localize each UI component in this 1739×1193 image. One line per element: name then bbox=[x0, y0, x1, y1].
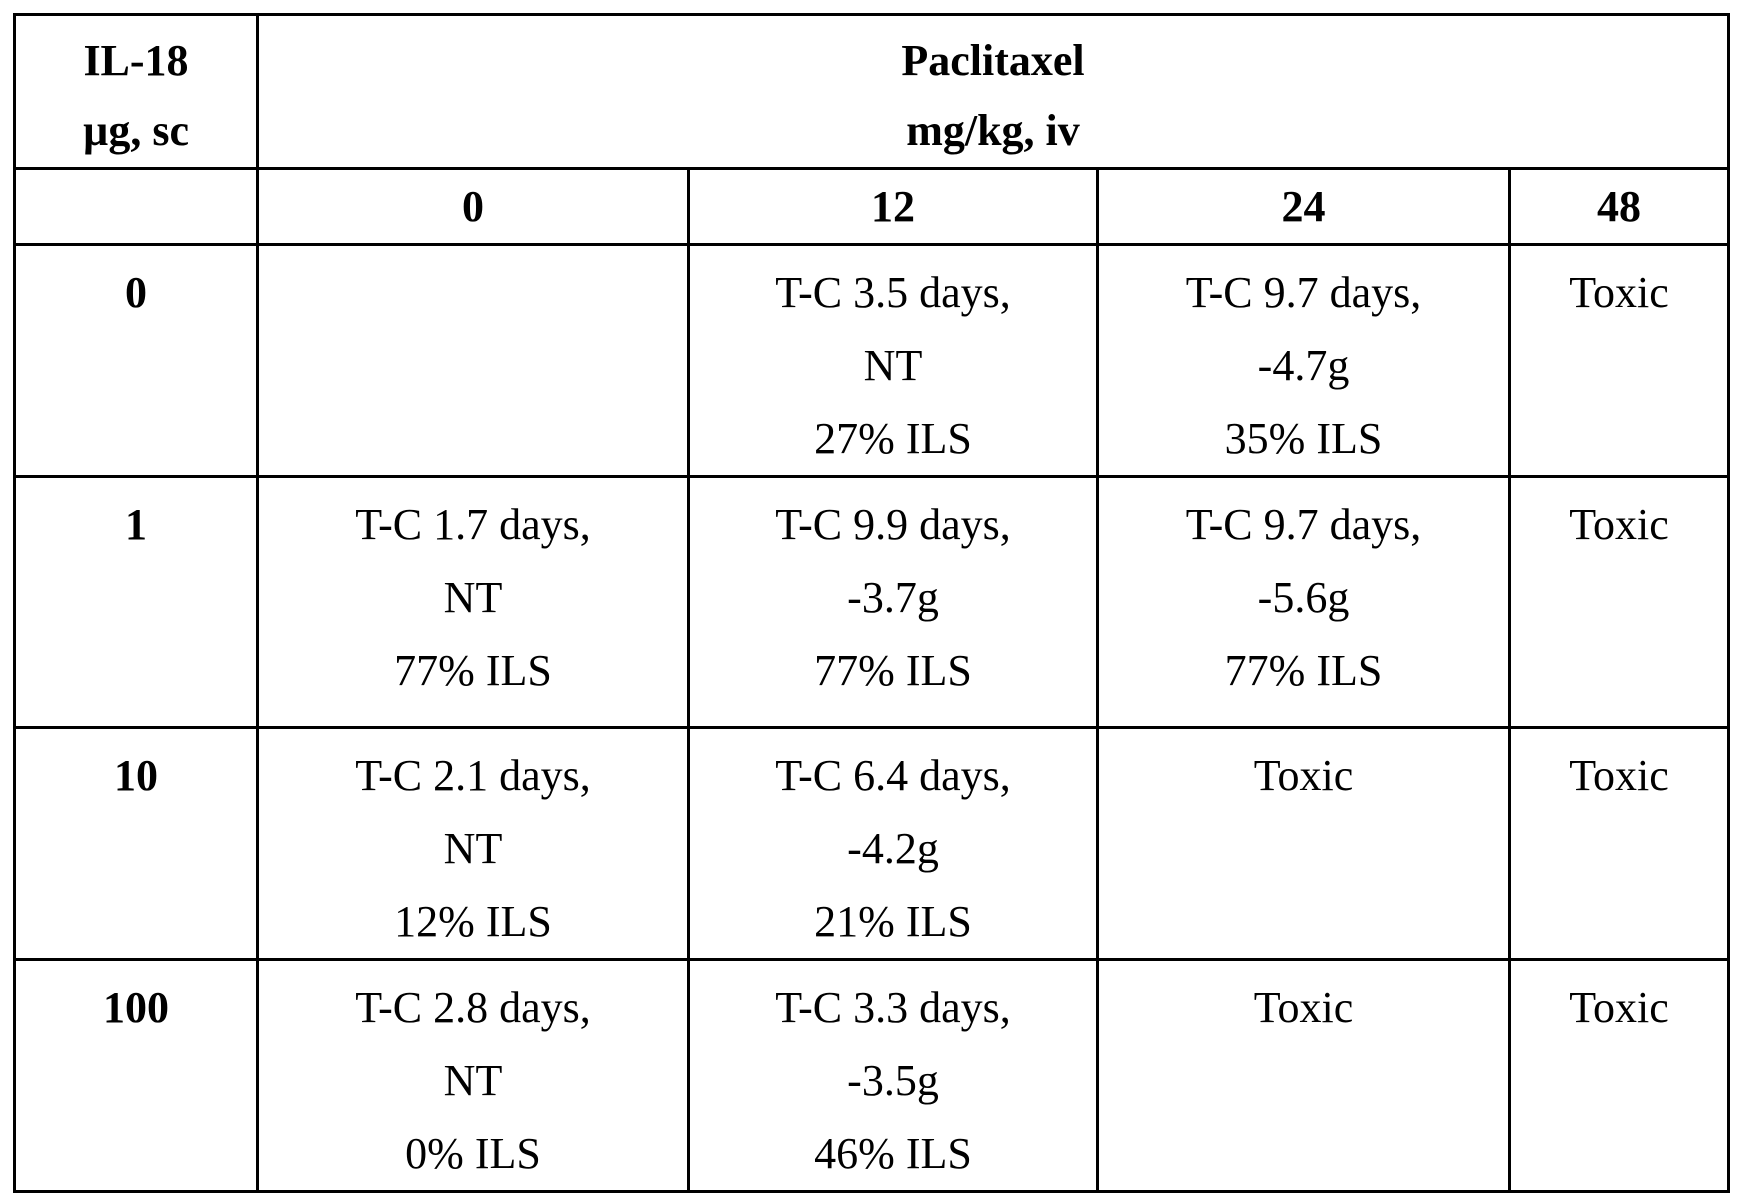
cell-line: Toxic bbox=[1511, 739, 1727, 812]
results-table: IL-18 µg, sc Paclitaxel mg/kg, iv 012244… bbox=[13, 13, 1730, 1193]
data-cell: T-C 9.7 days,-5.6g77% ILS bbox=[1098, 477, 1510, 728]
column-header: 48 bbox=[1510, 169, 1729, 245]
cell-line: NT bbox=[259, 812, 687, 885]
data-cell: T-C 2.8 days,NT0% ILS bbox=[258, 960, 689, 1192]
data-row: 1T-C 1.7 days,NT77% ILST-C 9.9 days,-3.7… bbox=[15, 477, 1729, 728]
data-cell: T-C 2.1 days,NT12% ILS bbox=[258, 728, 689, 960]
cell-line: Toxic bbox=[1099, 739, 1508, 812]
cell-line: T-C 2.8 days, bbox=[259, 971, 687, 1044]
cell-line: T-C 9.7 days, bbox=[1099, 488, 1508, 561]
data-cell: T-C 3.5 days,NT27% ILS bbox=[689, 245, 1098, 477]
cell-line: 35% ILS bbox=[1099, 402, 1508, 475]
row-label-header: IL-18 µg, sc bbox=[15, 15, 258, 169]
data-cell bbox=[258, 245, 689, 477]
data-cell: Toxic bbox=[1510, 245, 1729, 477]
data-cell: T-C 9.9 days,-3.7g77% ILS bbox=[689, 477, 1098, 728]
data-cell: Toxic bbox=[1098, 960, 1510, 1192]
cell-line: NT bbox=[259, 1044, 687, 1117]
cell-line: 77% ILS bbox=[259, 634, 687, 707]
data-row: 100T-C 2.8 days,NT0% ILST-C 3.3 days,-3.… bbox=[15, 960, 1729, 1192]
data-cell: T-C 3.3 days,-3.5g46% ILS bbox=[689, 960, 1098, 1192]
cell-line: Toxic bbox=[1511, 256, 1727, 329]
row-label: 1 bbox=[15, 477, 258, 728]
header-text: Paclitaxel bbox=[259, 26, 1727, 96]
cell-line: 0% ILS bbox=[259, 1117, 687, 1190]
cell-line: T-C 6.4 days, bbox=[690, 739, 1096, 812]
data-cell: Toxic bbox=[1098, 728, 1510, 960]
column-header: 24 bbox=[1098, 169, 1510, 245]
data-cell: Toxic bbox=[1510, 960, 1729, 1192]
cell-line: 12% ILS bbox=[259, 885, 687, 958]
header-text: mg/kg, iv bbox=[259, 96, 1727, 166]
blank-cell bbox=[15, 169, 258, 245]
cell-line: T-C 9.7 days, bbox=[1099, 256, 1508, 329]
data-row: 10T-C 2.1 days,NT12% ILST-C 6.4 days,-4.… bbox=[15, 728, 1729, 960]
cell-line: Toxic bbox=[1511, 488, 1727, 561]
cell-line: Toxic bbox=[1099, 971, 1508, 1044]
cell-line: Toxic bbox=[1511, 971, 1727, 1044]
data-cell: T-C 1.7 days,NT77% ILS bbox=[258, 477, 689, 728]
row-label: 0 bbox=[15, 245, 258, 477]
cell-line: T-C 3.3 days, bbox=[690, 971, 1096, 1044]
data-cell: T-C 9.7 days,-4.7g35% ILS bbox=[1098, 245, 1510, 477]
column-header: 12 bbox=[689, 169, 1098, 245]
cell-line: -4.2g bbox=[690, 812, 1096, 885]
cell-line: -3.5g bbox=[690, 1044, 1096, 1117]
cell-line: -3.7g bbox=[690, 561, 1096, 634]
cell-line: -5.6g bbox=[1099, 561, 1508, 634]
cell-line: 77% ILS bbox=[1099, 634, 1508, 707]
cell-line: 77% ILS bbox=[690, 634, 1096, 707]
cell-line: 46% ILS bbox=[690, 1117, 1096, 1190]
header-row: IL-18 µg, sc Paclitaxel mg/kg, iv bbox=[15, 15, 1729, 169]
data-cell: Toxic bbox=[1510, 728, 1729, 960]
cell-line: NT bbox=[259, 561, 687, 634]
row-label: 100 bbox=[15, 960, 258, 1192]
cell-line: NT bbox=[690, 329, 1096, 402]
data-cell: T-C 6.4 days,-4.2g21% ILS bbox=[689, 728, 1098, 960]
row-label: 10 bbox=[15, 728, 258, 960]
cell-line: T-C 9.9 days, bbox=[690, 488, 1096, 561]
cell-line: T-C 1.7 days, bbox=[259, 488, 687, 561]
cell-line: -4.7g bbox=[1099, 329, 1508, 402]
cell-line: 21% ILS bbox=[690, 885, 1096, 958]
header-text: µg, sc bbox=[16, 96, 256, 166]
column-header-row: 0122448 bbox=[15, 169, 1729, 245]
cell-line: T-C 3.5 days, bbox=[690, 256, 1096, 329]
column-header: 0 bbox=[258, 169, 689, 245]
cell-line: T-C 2.1 days, bbox=[259, 739, 687, 812]
cell-line: 27% ILS bbox=[690, 402, 1096, 475]
data-cell: Toxic bbox=[1510, 477, 1729, 728]
column-group-header: Paclitaxel mg/kg, iv bbox=[258, 15, 1729, 169]
data-row: 0 T-C 3.5 days,NT27% ILST-C 9.7 days,-4.7… bbox=[15, 245, 1729, 477]
header-text: IL-18 bbox=[16, 26, 256, 96]
